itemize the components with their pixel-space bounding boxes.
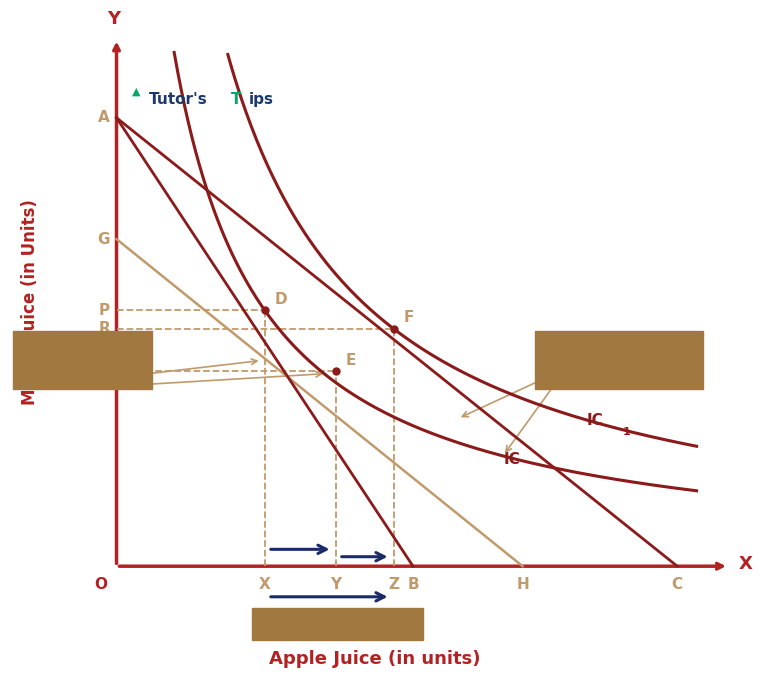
Point xyxy=(259,305,271,316)
Text: R: R xyxy=(98,321,110,336)
Text: H: H xyxy=(516,576,529,592)
Text: Q: Q xyxy=(97,364,110,379)
FancyBboxPatch shape xyxy=(13,331,152,389)
Text: ips: ips xyxy=(249,92,273,107)
Text: F: F xyxy=(403,310,414,325)
Text: P: P xyxy=(99,303,110,318)
Text: Income: Income xyxy=(591,346,647,360)
Text: O: O xyxy=(94,576,107,592)
Text: G: G xyxy=(98,232,110,246)
Text: X: X xyxy=(259,576,270,592)
Text: Apple Juice (in units): Apple Juice (in units) xyxy=(269,649,480,668)
Text: 1: 1 xyxy=(623,427,631,437)
Text: Price Effect: Price Effect xyxy=(292,617,382,631)
Text: Effect: Effect xyxy=(60,367,106,381)
Point xyxy=(388,323,400,334)
Text: Substitution: Substitution xyxy=(35,346,131,360)
Text: IC: IC xyxy=(503,452,520,467)
Text: E: E xyxy=(346,352,356,368)
Text: Y: Y xyxy=(330,576,341,592)
Text: D: D xyxy=(274,292,287,307)
Text: B: B xyxy=(407,576,419,592)
Text: A: A xyxy=(98,110,110,126)
Text: Mango Juice (in Units): Mango Juice (in Units) xyxy=(21,200,38,406)
FancyBboxPatch shape xyxy=(252,608,422,640)
Text: C: C xyxy=(672,576,683,592)
FancyBboxPatch shape xyxy=(535,331,703,389)
Text: X: X xyxy=(739,555,753,572)
Point xyxy=(329,366,342,377)
Text: Tutor's: Tutor's xyxy=(149,92,207,107)
Text: T: T xyxy=(230,92,241,107)
Text: Y: Y xyxy=(107,10,120,28)
Text: IC: IC xyxy=(587,413,604,429)
Text: Z: Z xyxy=(388,576,399,592)
Text: Effect: Effect xyxy=(596,367,642,381)
Text: ▲: ▲ xyxy=(131,86,140,97)
